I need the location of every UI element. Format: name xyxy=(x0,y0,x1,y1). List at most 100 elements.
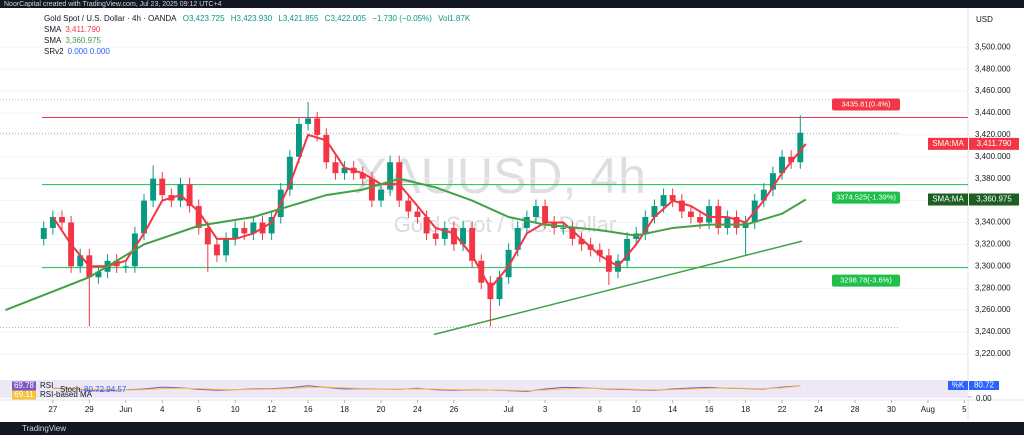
oscillator-value: 69.78 xyxy=(14,381,35,390)
candle-body xyxy=(341,167,348,174)
y-tick-label: 3,320.000 xyxy=(975,239,1011,248)
ohlc-close: C3,422.005 xyxy=(324,14,367,23)
sma-value: 3,360.975 xyxy=(65,36,101,45)
x-tick-label: Jun xyxy=(119,405,132,414)
y-tick-label: 3,300.000 xyxy=(975,261,1011,270)
candle-body xyxy=(532,206,539,217)
candle-body xyxy=(697,217,703,223)
y-tick-label: 3,460.000 xyxy=(975,86,1011,95)
stoch-values: 80.72 94.57 xyxy=(84,385,127,394)
candle-body xyxy=(268,217,275,234)
price-tag-value: 3,360.975 xyxy=(976,195,1012,204)
candle-body xyxy=(286,156,293,190)
x-tick-label: Jul xyxy=(503,405,513,414)
candle-body xyxy=(596,249,603,256)
x-tick-label: 16 xyxy=(705,405,714,414)
oscillator-tick-label: 0.00 xyxy=(976,394,992,403)
candle-body xyxy=(49,217,56,228)
candle-body xyxy=(241,227,248,234)
k-value: 80.72 xyxy=(974,381,995,390)
candle-body xyxy=(788,156,795,163)
candle-body xyxy=(450,227,457,245)
x-tick-label: 20 xyxy=(377,405,386,414)
price-tag-box xyxy=(928,137,968,150)
oscillator-value-box xyxy=(12,381,36,391)
legend-row: Gold Spot / U.S. Dollar · 4h · OANDA O3,… xyxy=(44,13,474,24)
candle-body xyxy=(59,217,65,223)
x-tick-label: 8 xyxy=(598,405,603,414)
bottom-bar xyxy=(0,422,1024,435)
k-tag-box xyxy=(948,381,968,390)
candle-body xyxy=(760,189,767,201)
candle-body xyxy=(223,238,230,256)
x-tick-label: 24 xyxy=(814,405,823,414)
level-label-box xyxy=(832,191,900,204)
ohlc-change: −1.730 (−0.05%) xyxy=(372,14,432,23)
x-tick-label: 14 xyxy=(668,405,677,414)
oscillator-name: RSI-based MA xyxy=(40,390,93,399)
indicator-name: SRv2 xyxy=(44,47,64,56)
stoch-name: Stoch xyxy=(60,385,80,394)
x-tick-label: 29 xyxy=(85,405,94,414)
x-tick-label: 28 xyxy=(851,405,860,414)
k-value-box xyxy=(969,381,999,390)
candle-body xyxy=(496,277,503,300)
y-tick-label: 3,260.000 xyxy=(975,305,1011,314)
candle-body xyxy=(368,178,375,201)
indicator-values: 0.000 0.000 xyxy=(67,47,110,56)
brand: TradingView xyxy=(22,424,66,433)
legend-row: SMA 3,411.790 xyxy=(44,24,474,35)
candle-body xyxy=(204,227,211,245)
x-tick-label: 18 xyxy=(340,405,349,414)
oscillator-value-box xyxy=(12,390,36,400)
level-label-box xyxy=(832,274,900,287)
y-tick-label: 3,220.000 xyxy=(975,349,1011,358)
candle-body xyxy=(359,173,366,179)
legend-row: SMA 3,360.975 xyxy=(44,35,474,46)
credit: NoorCapital created with TradingView.com… xyxy=(4,1,222,8)
price-tag-name: SMA:MA xyxy=(932,139,964,148)
candle-body xyxy=(733,217,740,228)
sma-line xyxy=(52,133,807,290)
candle-body xyxy=(724,217,731,228)
x-tick-label: 12 xyxy=(267,405,276,414)
volume: Vol1.87K xyxy=(438,14,471,23)
candle-body xyxy=(660,195,667,207)
candle-body xyxy=(651,206,658,217)
candle-body xyxy=(560,227,567,229)
candle-body xyxy=(323,134,330,163)
y-tick-label: 3,280.000 xyxy=(975,283,1011,292)
candle-body xyxy=(542,206,549,223)
candle-body xyxy=(706,206,713,223)
x-tick-label: 10 xyxy=(231,405,240,414)
x-tick-label: 22 xyxy=(778,405,787,414)
oscillator-band xyxy=(0,380,968,398)
candle-body xyxy=(414,211,421,217)
candle-body xyxy=(40,227,47,239)
x-tick-label: 27 xyxy=(48,405,57,414)
x-tick-label: 26 xyxy=(449,405,458,414)
candle-body xyxy=(460,227,466,245)
candle-body xyxy=(305,118,312,124)
candle-body xyxy=(314,118,321,135)
candle-body xyxy=(642,217,649,234)
k-tag: %K xyxy=(952,381,965,390)
price-tag-name: SMA:MA xyxy=(932,195,964,204)
candle-body xyxy=(779,156,786,174)
ohlc-open: O3,423.725 xyxy=(182,14,225,23)
x-tick-label: 3 xyxy=(543,405,548,414)
candle-body xyxy=(122,266,129,268)
candle-body xyxy=(505,249,512,278)
sma-value: 3,411.790 xyxy=(65,25,101,34)
symbol: Gold Spot / U.S. Dollar · 4h · OANDA xyxy=(44,14,177,23)
x-tick-label: 4 xyxy=(160,405,165,414)
y-tick-label: 3,400.000 xyxy=(975,152,1011,161)
candle-body xyxy=(624,238,631,261)
watermark: XAUUSD, 4h xyxy=(354,148,646,204)
y-tick-label: 3,380.000 xyxy=(975,174,1011,183)
currency: USD xyxy=(976,15,993,24)
candle-body xyxy=(250,222,257,234)
candle-body xyxy=(213,244,220,256)
